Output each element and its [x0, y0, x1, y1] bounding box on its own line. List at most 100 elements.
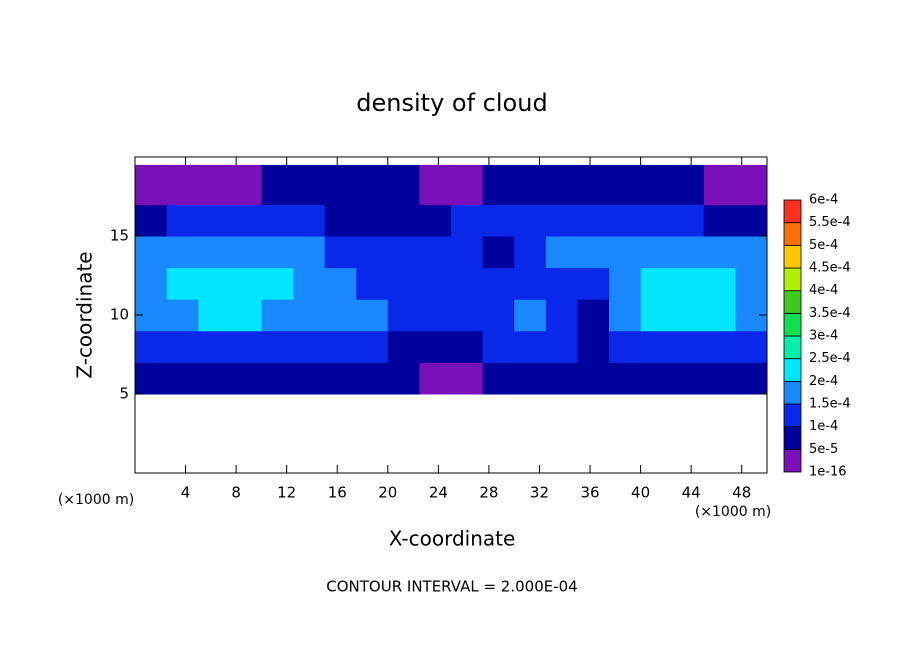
- contour-cell: [135, 362, 168, 395]
- contour-cell: [261, 330, 294, 363]
- x-tick-label: 16: [328, 484, 347, 502]
- contour-cell: [482, 164, 515, 205]
- contour-cell: [356, 267, 389, 300]
- contour-cell: [229, 330, 262, 363]
- contour-cell: [703, 204, 736, 237]
- contour-cell: [166, 330, 199, 363]
- contour-cell: [419, 362, 452, 395]
- contour-cell: [577, 362, 610, 395]
- colorbar-label: 4.5e-4: [809, 261, 851, 276]
- contour-cell: [640, 330, 673, 363]
- contour-cell: [514, 362, 547, 395]
- contour-cell: [703, 362, 736, 395]
- x-tick-label: 44: [682, 484, 701, 502]
- contour-cell: [735, 164, 768, 205]
- x-tick-label: 32: [530, 484, 549, 502]
- contour-cell: [229, 164, 262, 205]
- x-tick-label: 28: [479, 484, 498, 502]
- contour-cell: [703, 236, 736, 269]
- colorbar-box: [783, 290, 802, 314]
- y-tick-label: 15: [110, 227, 129, 245]
- contour-cell: [261, 236, 294, 269]
- contour-cell: [324, 267, 357, 300]
- contour-cell: [451, 164, 484, 205]
- contour-cell: [545, 204, 578, 237]
- contour-cell: [356, 299, 389, 332]
- contour-cell: [640, 299, 673, 332]
- contour-cell: [514, 299, 547, 332]
- contour-cell: [324, 204, 357, 237]
- colorbar-label: 3.5e-4: [809, 306, 851, 321]
- contour-cell: [387, 362, 420, 395]
- contour-cell: [419, 330, 452, 363]
- x-unit-label: (×1000 m): [695, 504, 771, 520]
- x-tick-label: 36: [580, 484, 599, 502]
- colorbar-label: 2e-4: [809, 374, 838, 389]
- contour-cell: [166, 164, 199, 205]
- contour-cell: [387, 164, 420, 205]
- colorbar-box: [783, 267, 802, 292]
- contour-cell: [293, 362, 326, 395]
- colorbar-box: [783, 426, 802, 450]
- contour-cell: [451, 236, 484, 269]
- colorbar-label: 1e-16: [809, 465, 847, 480]
- contour-cell: [640, 204, 673, 237]
- contour-cell: [640, 267, 673, 300]
- colorbar-box: [783, 335, 802, 360]
- contour-cell: [703, 267, 736, 300]
- contour-cell: [198, 299, 231, 332]
- contour-cell: [640, 164, 673, 205]
- contour-cell: [514, 330, 547, 363]
- contour-cell: [514, 204, 547, 237]
- contour-cell: [229, 299, 262, 332]
- contour-cell: [672, 236, 705, 269]
- contour-cell: [324, 330, 357, 363]
- contour-cell: [198, 362, 231, 395]
- contour-cell: [166, 236, 199, 269]
- contour-cell: [451, 267, 484, 300]
- contour-cell: [482, 204, 515, 237]
- contour-cell: [387, 236, 420, 269]
- contour-cell: [609, 362, 642, 395]
- contour-cell: [324, 362, 357, 395]
- contour-cell: [261, 204, 294, 237]
- x-unit-label: (×1000 m): [58, 492, 134, 508]
- contour-cell: [672, 330, 705, 363]
- contour-cell: [545, 330, 578, 363]
- contour-cell: [261, 362, 294, 395]
- contour-cell: [198, 204, 231, 237]
- contour-cell: [577, 330, 610, 363]
- contour-cell: [545, 362, 578, 395]
- contour-cell: [451, 362, 484, 395]
- contour-cell: [609, 164, 642, 205]
- contour-cell: [261, 164, 294, 205]
- colorbar-box: [783, 358, 802, 382]
- contour-interval: CONTOUR INTERVAL = 2.000E-04: [326, 578, 577, 596]
- colorbar-label: 5.5e-4: [809, 215, 851, 230]
- contour-cell: [703, 299, 736, 332]
- colorbar-box: [783, 403, 802, 428]
- x-axis-label: X-coordinate: [389, 527, 516, 551]
- contour-cell: [135, 236, 168, 269]
- contour-cell: [198, 267, 231, 300]
- contour-cell: [609, 299, 642, 332]
- colorbar-box: [783, 312, 802, 337]
- contour-cell: [419, 299, 452, 332]
- contour-cell: [735, 204, 768, 237]
- contour-cell: [672, 164, 705, 205]
- contour-cell: [609, 204, 642, 237]
- contour-cell: [609, 236, 642, 269]
- contour-cell: [672, 299, 705, 332]
- contour-cell: [482, 236, 515, 269]
- contour-cell: [166, 299, 199, 332]
- contour-cell: [356, 362, 389, 395]
- contour-cell: [198, 330, 231, 363]
- contour-cell: [577, 236, 610, 269]
- contour-cell: [198, 236, 231, 269]
- colorbar-label: 4e-4: [809, 283, 838, 298]
- contour-cell: [672, 362, 705, 395]
- contour-cell: [261, 299, 294, 332]
- contour-cell: [387, 330, 420, 363]
- contour-cell: [640, 236, 673, 269]
